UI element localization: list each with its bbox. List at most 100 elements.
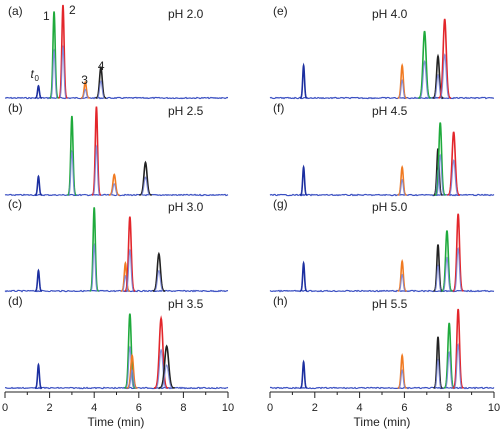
panel-label: (g) (273, 197, 288, 211)
panel-label: (f) (273, 101, 284, 115)
panel-b: (b) pH 2.5 (4, 101, 229, 197)
peak-1 (441, 230, 453, 292)
peak-t0 (299, 359, 308, 389)
peak-1 (124, 313, 136, 389)
peak-t0 (34, 362, 43, 389)
tick-label: 2 (47, 402, 53, 414)
peak-number-1: 1 (43, 9, 50, 23)
x-axis-left: 0 2 4 6 8 10 (2, 391, 234, 414)
baseline-trace (4, 386, 229, 390)
peak-2 (452, 308, 464, 389)
panel-label: (e) (273, 4, 288, 18)
peak-4-overlay (434, 264, 442, 291)
peak-3-overlay (398, 273, 406, 292)
peak-4 (158, 344, 175, 389)
peak-2 (124, 216, 136, 292)
tick-label: 2 (312, 402, 318, 414)
baseline-trace (269, 289, 495, 293)
panel-g: (g) pH 5.0 (269, 197, 495, 293)
peak-4-overlay (161, 364, 173, 389)
peak-2-overlay (449, 159, 459, 195)
peak-2-overlay (125, 248, 134, 291)
peak-4-overlay (434, 358, 442, 388)
peak-3-overlay (128, 369, 136, 389)
peak-2 (438, 18, 452, 99)
ph-label: pH 2.5 (168, 104, 204, 118)
ph-label: pH 3.5 (168, 297, 204, 311)
ph-label: pH 4.0 (372, 7, 408, 21)
tick-label: 6 (136, 402, 142, 414)
peak-t0 (299, 164, 308, 196)
peak-1-overlay (125, 345, 134, 388)
tick-label: 0 (2, 402, 8, 414)
baseline-trace (269, 386, 495, 390)
peak-number-4: 4 (98, 59, 105, 73)
peak-1-overlay (420, 59, 430, 98)
peak-1-overlay (436, 153, 445, 195)
tick-label: 6 (401, 402, 407, 414)
baseline-trace (4, 289, 229, 293)
panel-label: (c) (8, 197, 22, 211)
peak-3 (126, 353, 138, 389)
ph-label: pH 3.0 (168, 200, 204, 214)
panel-f: (f) pH 4.5 (269, 101, 495, 197)
peak-4 (432, 53, 444, 99)
tick-label: 8 (180, 402, 186, 414)
panel-e: (e) pH 4.0 (269, 4, 495, 100)
peak-1-overlay (68, 149, 76, 195)
x-axis-right: 0 2 4 6 8 10 (267, 391, 500, 414)
peak-2 (452, 213, 464, 292)
panel-h: (h) pH 5.5 (269, 294, 495, 390)
peak-4-overlay (154, 269, 164, 292)
ph-label: pH 4.5 (372, 104, 408, 118)
baseline-trace (269, 193, 495, 197)
peak-3-overlay (398, 369, 406, 389)
panel-label: (a) (8, 4, 23, 18)
peak-2 (447, 131, 461, 196)
peak-1-overlay (50, 48, 58, 98)
peak-3-overlay (398, 79, 406, 99)
peak-4-overlay (141, 176, 150, 196)
peak-2-overlay (59, 44, 67, 98)
panel-a: (a) pH 2.0 1 2 34 t 0 (4, 3, 229, 100)
peak-t0 (299, 260, 308, 292)
peak-4 (152, 251, 166, 292)
peak-number-3: 3 (81, 73, 88, 87)
baseline-trace (269, 96, 495, 100)
peak-2-overlay (440, 53, 450, 98)
peak-2-overlay (454, 342, 463, 388)
peak-4-overlay (97, 80, 105, 99)
t0-label: t (30, 67, 34, 81)
peak-1-overlay (445, 350, 454, 388)
ph-label: pH 2.0 (168, 7, 204, 21)
peak-3-overlay (82, 88, 89, 99)
peak-t0 (34, 268, 43, 292)
peak-1 (443, 322, 455, 389)
baseline-trace (4, 193, 229, 197)
peak-3-overlay (398, 178, 406, 196)
tick-label: 10 (222, 402, 234, 414)
t0-subscript: 0 (34, 74, 39, 83)
ph-label: pH 5.5 (372, 297, 408, 311)
panel-label: (d) (8, 294, 23, 308)
panel-c: (c) pH 3.0 (4, 197, 229, 293)
panel-label: (b) (8, 101, 23, 115)
peak-4 (139, 160, 152, 196)
tick-label: 4 (91, 402, 97, 414)
panels-group: (a) pH 2.0 1 2 34 t 0 (b) pH 2.5 (c) pH 3.0 (d) pH 3… (4, 3, 495, 390)
peak-1 (434, 122, 446, 196)
peak-number-2: 2 (69, 3, 76, 17)
panel-d: (d) pH 3.5 (4, 294, 229, 390)
peak-1 (418, 30, 431, 99)
x-axis-label-right: Time (min) (354, 415, 411, 429)
panel-label: (h) (273, 294, 288, 308)
peak-2-overlay (454, 247, 463, 291)
peak-1-overlay (90, 243, 98, 291)
peak-3-overlay (110, 183, 118, 196)
tick-label: 10 (488, 402, 500, 414)
peak-2-overlay (93, 144, 100, 195)
tick-label: 0 (267, 402, 273, 414)
peak-1-overlay (443, 256, 451, 291)
peak-t0 (299, 62, 308, 99)
